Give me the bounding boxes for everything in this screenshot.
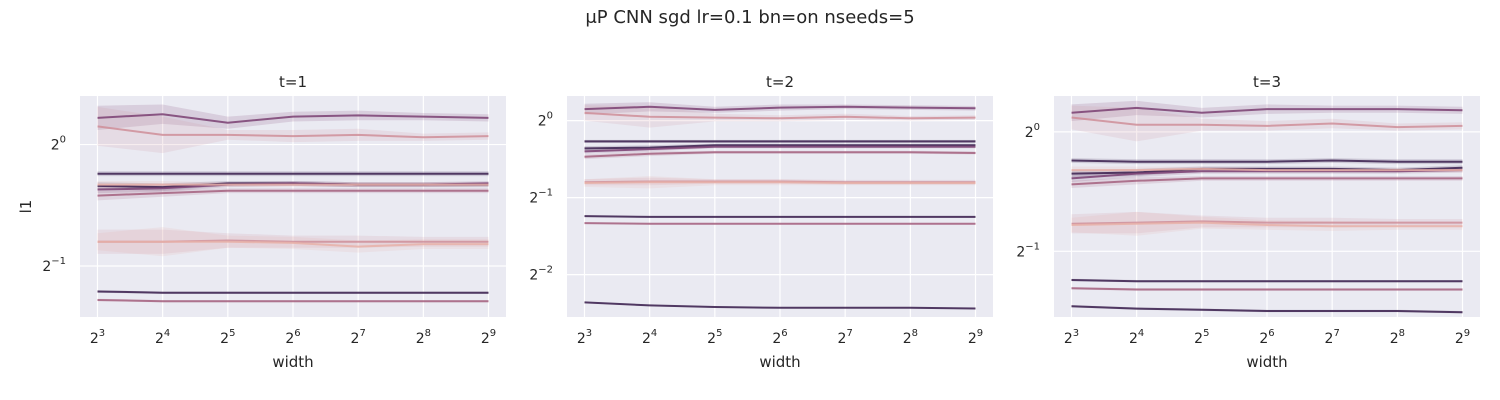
y-axis-label: l1 (17, 200, 35, 214)
x-tick-label: 25 (220, 328, 235, 347)
series-line-1 (97, 113, 489, 124)
x-tick-label: 26 (772, 328, 787, 347)
y-tick-label: 20 (51, 135, 66, 154)
series-line-9 (584, 215, 976, 218)
series-line-10 (1071, 279, 1463, 283)
series-lines (97, 113, 489, 303)
x-tick-label: 28 (416, 328, 431, 347)
series-line-2 (97, 125, 489, 139)
x-tick-label: 27 (351, 328, 366, 347)
x-tick-label: 23 (90, 328, 105, 347)
series-line-10 (97, 290, 489, 294)
series-line-9 (1071, 221, 1463, 228)
series-line-8 (584, 181, 976, 184)
y-tick-label: 2−1 (42, 256, 66, 275)
series-lines (584, 105, 976, 310)
series-line-10 (584, 222, 976, 225)
series-line-11 (97, 299, 489, 303)
x-tick-label: 28 (1390, 328, 1405, 347)
panel-1: t=1 23 24 25 26 27 28 29 2−1 20 width l1 (17, 73, 506, 371)
x-axis-label: width (272, 353, 313, 371)
x-tick-label: 29 (1455, 328, 1470, 347)
series-line-3 (1071, 159, 1463, 163)
x-tick-label: 23 (577, 328, 592, 347)
panels: t=1 23 24 25 26 27 28 29 2−1 20 width l1 t=2 23 24 25 26… (17, 73, 1480, 371)
x-axis-label: width (759, 353, 800, 371)
series-line-5 (584, 145, 976, 153)
panel-title: t=1 (279, 73, 307, 91)
x-axis-label: width (1246, 353, 1287, 371)
x-tick-label: 24 (642, 328, 657, 347)
series-line-8 (1071, 220, 1463, 225)
series-line-11 (584, 301, 976, 310)
series-band-2 (584, 105, 976, 128)
series-band-9 (1071, 211, 1463, 236)
series-lines (1071, 106, 1463, 314)
figure-title: μP CNN sgd lr=0.1 bn=on nseeds=5 (585, 7, 914, 28)
panel-title: t=2 (766, 73, 794, 91)
x-tick-label: 29 (481, 328, 496, 347)
series-line-2 (1071, 116, 1463, 129)
x-tick-label: 24 (155, 328, 170, 347)
series-line-7 (1071, 167, 1463, 172)
series-band-2 (97, 106, 489, 154)
y-tick-label: 20 (1025, 122, 1040, 141)
x-tick-label: 26 (1259, 328, 1274, 347)
x-tick-label: 23 (1064, 328, 1079, 347)
x-tick-label: 25 (1194, 328, 1209, 347)
panel-title: t=3 (1253, 73, 1281, 91)
panel-2: t=2 23 24 25 26 27 28 29 2−2 2−1 20 width (529, 73, 993, 371)
series-line-1 (1071, 106, 1463, 114)
y-tick-label: 2−1 (529, 188, 553, 207)
series-line-2 (584, 111, 976, 120)
series-line-11 (1071, 287, 1463, 291)
series-line-6 (97, 189, 489, 197)
series-line-1 (584, 105, 976, 111)
series-line-6 (584, 151, 976, 158)
x-tick-label: 29 (968, 328, 983, 347)
series-line-5 (1071, 169, 1463, 180)
x-tick-label: 28 (903, 328, 918, 347)
x-tick-label: 24 (1129, 328, 1144, 347)
x-tick-label: 25 (707, 328, 722, 347)
series-line-6 (1071, 177, 1463, 186)
x-tick-label: 27 (838, 328, 853, 347)
y-tick-label: 20 (538, 111, 553, 130)
y-tick-label: 2−1 (1016, 241, 1040, 260)
series-line-9 (97, 240, 489, 248)
y-tick-label: 2−2 (529, 265, 553, 284)
panel-3: t=3 23 24 25 26 27 28 29 2−1 20 width (1016, 73, 1480, 371)
series-band-4 (97, 181, 489, 191)
x-tick-label: 26 (285, 328, 300, 347)
series-line-12 (1071, 305, 1463, 314)
x-tick-label: 27 (1325, 328, 1340, 347)
series-band-1 (1071, 100, 1463, 122)
series-line-4 (584, 144, 976, 150)
series-band-2 (1071, 105, 1463, 142)
